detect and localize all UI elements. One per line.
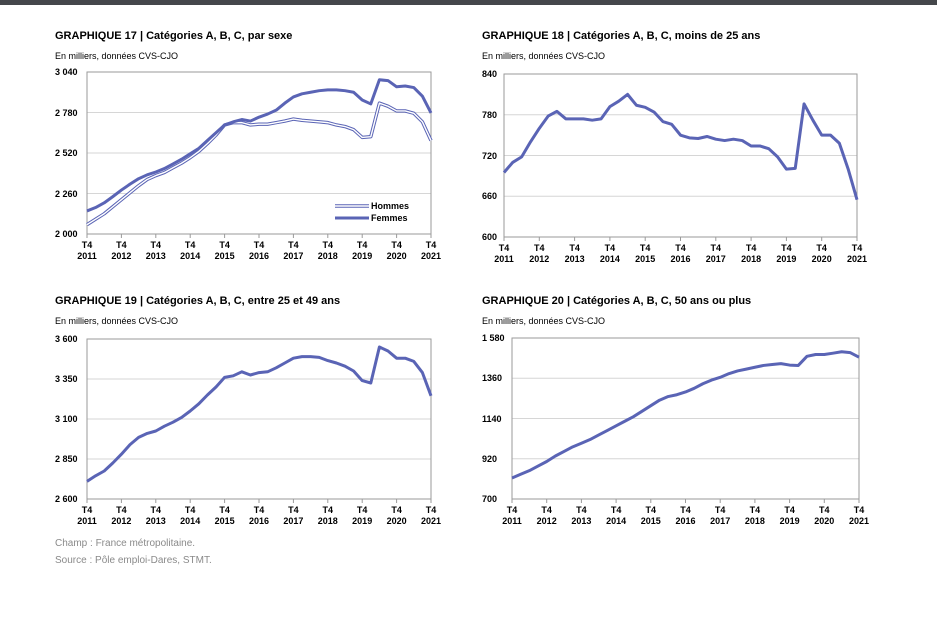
x-tick-label: T4 2015 xyxy=(635,243,656,264)
legend-label: Femmes xyxy=(371,213,408,223)
data-line xyxy=(511,350,860,480)
y-tick-label: 2 520 xyxy=(55,148,78,158)
x-tick-label: T4 2017 xyxy=(705,243,726,264)
x-tick-label: T4 2012 xyxy=(111,240,132,261)
data-line xyxy=(86,78,433,213)
x-tick-label: T4 2011 xyxy=(77,505,97,526)
chart-title: GRAPHIQUE 18 | Catégories A, B, C, moins… xyxy=(482,30,761,42)
legend-label: Hommes xyxy=(371,201,410,211)
x-tick-label: T4 2019 xyxy=(779,505,800,526)
y-tick-label: 1 580 xyxy=(482,333,505,343)
y-tick-label: 2 600 xyxy=(55,494,78,504)
x-tick-label: T4 2011 xyxy=(502,505,522,526)
chart-subtitle: En milliers, données CVS-CJO xyxy=(55,51,179,61)
x-tick-label: T4 2013 xyxy=(571,505,592,526)
x-tick-label: T4 2017 xyxy=(283,240,304,261)
line-inner xyxy=(86,102,432,226)
x-tick-label: T4 2018 xyxy=(741,243,762,264)
y-tick-label: 2 780 xyxy=(55,107,78,118)
x-tick-label: T4 2012 xyxy=(111,505,132,526)
y-tick-label: 1140 xyxy=(482,413,502,424)
x-tick-label: T4 2020 xyxy=(386,240,407,261)
x-tick-label: T4 2015 xyxy=(214,240,235,261)
x-tick-label: T4 2021 xyxy=(420,505,442,526)
x-tick-label: T4 2013 xyxy=(145,505,166,526)
x-tick-label: T4 2014 xyxy=(180,240,201,261)
x-tick-label: T4 2020 xyxy=(811,243,832,264)
y-tick-label: 840 xyxy=(482,69,498,79)
y-tick-label: 3 600 xyxy=(55,334,78,344)
x-tick-label: T4 2014 xyxy=(180,505,201,526)
x-tick-label: T4 2014 xyxy=(599,243,620,264)
x-tick-label: T4 2018 xyxy=(317,505,338,526)
x-tick-label: T4 2015 xyxy=(640,505,661,526)
x-tick-label: T4 2012 xyxy=(536,505,557,526)
x-tick-label: T4 2016 xyxy=(675,505,696,526)
y-tick-label: 1360 xyxy=(482,373,503,384)
x-tick-label: T4 2016 xyxy=(248,240,270,261)
x-tick-label: T4 2019 xyxy=(352,240,373,261)
x-tick-label: T4 2021 xyxy=(420,240,442,261)
y-tick-label: 780 xyxy=(482,109,498,120)
y-tick-label: 920 xyxy=(482,453,498,464)
chart-title: GRAPHIQUE 20 | Catégories A, B, C, 50 an… xyxy=(482,295,752,307)
x-tick-label: T4 2011 xyxy=(77,240,97,261)
chart-subtitle: En milliers, données CVS-CJO xyxy=(482,51,606,61)
x-tick-label: T4 2019 xyxy=(352,505,373,526)
x-tick-label: T4 2020 xyxy=(814,505,835,526)
x-tick-label: T4 2015 xyxy=(214,505,235,526)
y-tick-label: 600 xyxy=(482,232,498,242)
y-tick-label: 700 xyxy=(482,494,498,504)
y-tick-label: 3 100 xyxy=(55,414,78,424)
y-tick-label: 2 260 xyxy=(55,188,78,199)
note: Source : Pôle emploi-Dares, STMT. xyxy=(55,555,212,566)
x-tick-label: T4 2016 xyxy=(670,243,691,264)
data-line xyxy=(86,345,433,483)
x-tick-label: T4 2019 xyxy=(776,243,797,264)
chart-title: GRAPHIQUE 17 | Catégories A, B, C, par s… xyxy=(55,30,293,42)
chart-title: GRAPHIQUE 19 | Catégories A, B, C, entre… xyxy=(55,295,341,307)
x-tick-label: T4 2017 xyxy=(710,505,731,526)
x-tick-label: T4 2011 xyxy=(494,243,514,264)
x-tick-label: T4 2012 xyxy=(529,243,550,264)
x-tick-label: T4 2018 xyxy=(317,240,338,261)
x-tick-label: T4 2013 xyxy=(564,243,585,264)
x-tick-label: T4 2017 xyxy=(283,505,304,526)
y-tick-label: 720 xyxy=(482,150,498,161)
y-tick-label: 3 350 xyxy=(55,374,78,384)
data-line xyxy=(502,92,859,201)
note: Champ : France métropolitaine. xyxy=(55,538,196,549)
y-tick-label: 2 850 xyxy=(55,454,78,464)
y-tick-label: 2 000 xyxy=(55,229,78,239)
x-tick-label: T4 2018 xyxy=(744,505,765,526)
y-tick-label: 660 xyxy=(482,191,498,202)
x-tick-label: T4 2016 xyxy=(248,505,270,526)
x-tick-label: T4 2021 xyxy=(848,505,870,526)
x-tick-label: T4 2013 xyxy=(145,240,166,261)
y-tick-label: 3 040 xyxy=(55,67,78,77)
top-bar xyxy=(0,0,937,5)
chart-subtitle: En milliers, données CVS-CJO xyxy=(55,316,179,326)
chart-subtitle: En milliers, données CVS-CJO xyxy=(482,316,606,326)
x-tick-label: T4 2020 xyxy=(386,505,407,526)
x-tick-label: T4 2014 xyxy=(606,505,627,526)
x-tick-label: T4 2021 xyxy=(846,243,868,264)
